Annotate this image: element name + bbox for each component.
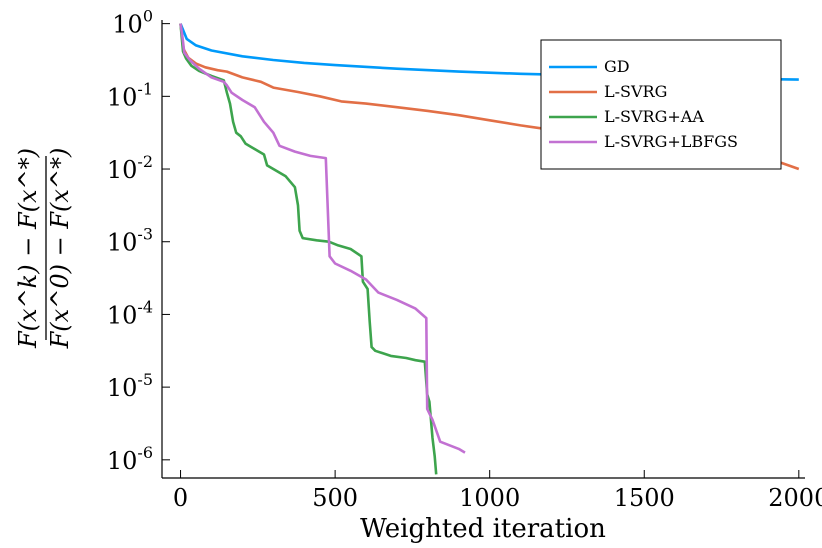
legend-label-l-svrg: L-SVRG [604,82,667,101]
x-tick-label: 1500 [614,484,675,512]
series-line-l-svrg-lbfgs [179,23,466,454]
series-line-l-svrg-aa [179,23,438,475]
legend-label-gd: GD [604,57,630,76]
legend-label-l-svrg-aa: L-SVRG+AA [604,107,704,126]
x-tick-label: 0 [173,484,188,512]
y-tick-label: 100 [112,7,153,39]
x-tick-label: 2000 [768,484,822,512]
y-ticks: 100 10-1 10-2 10-3 10-4 10-5 10-6 [107,7,170,475]
x-tick-label: 1000 [459,484,520,512]
y-tick-label: 10-1 [107,79,153,111]
legend-label-l-svrg-lbfgs: L-SVRG+LBFGS [604,132,738,151]
y-tick-label: 10-4 [107,297,153,329]
y-tick-label: 10-5 [107,370,153,402]
x-tick-label: 500 [312,484,358,512]
y-axis-label: F(x^k) − F(x^*) F(x^0) − F(x^*) [14,148,74,350]
y-axis-label-denominator: F(x^0) − F(x^*) [46,148,74,350]
y-tick-label: 10-3 [107,225,153,257]
legend: GD L-SVRG L-SVRG+AA L-SVRG+LBFGS [540,39,782,170]
y-tick-label: 10-6 [107,443,153,475]
y-tick-label: 10-2 [107,152,153,184]
x-ticks: 0 500 1000 1500 2000 [173,470,822,512]
y-axis-label-numerator: F(x^k) − F(x^*) [14,148,42,349]
legend-box [540,39,782,170]
x-axis-label: Weighted iteration [360,514,606,544]
